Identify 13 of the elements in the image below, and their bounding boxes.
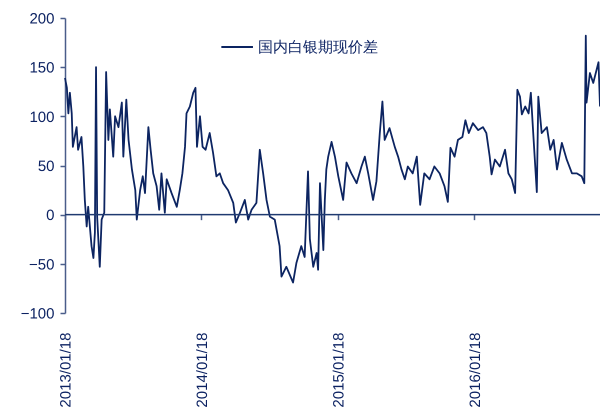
y-tick-label: 0	[46, 207, 54, 224]
x-tick-label: 2016/01/18	[466, 332, 484, 408]
legend-label: 国内白银期现价差	[258, 39, 378, 56]
y-tick-label: 100	[29, 108, 54, 126]
y-tick-label: 200	[29, 10, 54, 28]
line-series	[64, 34, 600, 284]
x-tick-label: 2014/01/18	[194, 332, 211, 408]
y-tick-label: 150	[29, 60, 54, 77]
x-tick-label: 2013/01/18	[58, 332, 74, 408]
y-tick-label: −100	[20, 306, 54, 322]
y-tick-label: −50	[29, 256, 54, 274]
y-tick-label: 50	[38, 158, 54, 175]
x-tick-label: 2015/01/18	[330, 332, 348, 408]
